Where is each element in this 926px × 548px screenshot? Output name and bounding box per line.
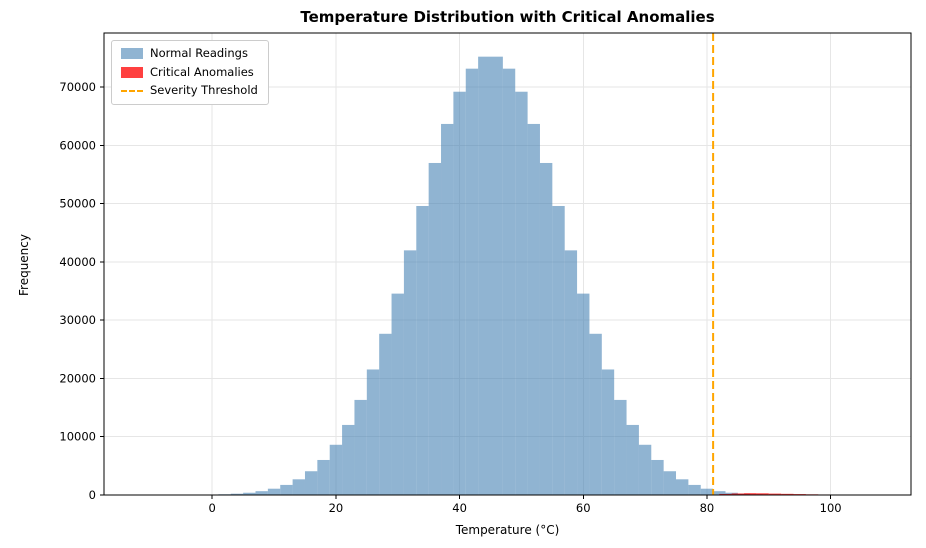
x-tick-label: 0 xyxy=(209,501,216,515)
x-tick-label: 60 xyxy=(576,501,591,515)
histogram-bar-normal xyxy=(255,491,268,495)
histogram-bar-normal xyxy=(304,471,318,495)
histogram-bar-normal xyxy=(329,444,343,495)
legend-item-normal-readings: Normal Readings xyxy=(121,46,258,60)
x-tick-label: 100 xyxy=(820,501,842,515)
histogram-bar-critical xyxy=(756,493,769,495)
histogram-bar-normal xyxy=(403,250,417,495)
histogram-bar-normal xyxy=(379,333,392,495)
y-tick-label: 10000 xyxy=(59,430,96,444)
histogram-bar-critical xyxy=(731,493,745,495)
x-tick-label: 40 xyxy=(452,501,467,515)
legend-item-critical-anomalies: Critical Anomalies xyxy=(121,64,258,79)
histogram-bar-normal xyxy=(626,424,639,495)
histogram-bar-normal xyxy=(502,68,516,496)
critical-anomalies-swatch xyxy=(121,66,143,78)
histogram-bar-normal xyxy=(601,369,615,495)
histogram-bar-normal xyxy=(416,205,429,496)
histogram-bar-normal xyxy=(663,471,677,495)
histogram-bar-normal xyxy=(230,493,244,495)
y-tick-label: 40000 xyxy=(59,255,96,269)
histogram-bar-normal xyxy=(366,369,380,495)
histogram-bar-normal xyxy=(267,488,281,495)
y-tick-label: 0 xyxy=(89,488,96,502)
histogram-bar-normal xyxy=(317,459,330,495)
histogram-bar-critical xyxy=(781,493,794,495)
histogram-bar-normal xyxy=(700,488,714,495)
histogram-bar-normal xyxy=(552,205,565,496)
y-tick-label: 60000 xyxy=(59,138,96,152)
chart-title: Temperature Distribution with Critical A… xyxy=(300,8,715,26)
histogram-bar-normal xyxy=(539,162,553,496)
y-tick-label: 70000 xyxy=(59,80,96,94)
x-tick-label: 20 xyxy=(329,501,344,515)
legend: Normal Readings Critical Anomalies Sever… xyxy=(111,40,269,105)
histogram-bar-normal xyxy=(280,484,293,495)
histogram-bar-normal xyxy=(354,399,367,495)
histogram-bar-normal xyxy=(577,293,590,495)
legend-label-critical-anomalies: Critical Anomalies xyxy=(150,64,254,79)
severity-threshold-line-swatch xyxy=(121,89,143,92)
y-tick-label: 50000 xyxy=(59,197,96,211)
histogram-bar-normal xyxy=(441,123,454,495)
histogram-bar-normal xyxy=(391,293,404,495)
histogram-bar-normal xyxy=(676,479,689,495)
histogram-bar-normal xyxy=(292,479,305,495)
legend-label-severity-threshold: Severity Threshold xyxy=(150,83,258,97)
histogram-bar-normal xyxy=(589,333,602,495)
histogram-bar-normal xyxy=(342,424,355,495)
histogram-bar-normal xyxy=(453,91,466,495)
y-tick-label: 20000 xyxy=(59,371,96,385)
axes-box xyxy=(103,32,912,496)
histogram-bar-normal xyxy=(490,56,503,495)
histogram-bar-normal xyxy=(713,491,726,495)
histogram-bar-normal xyxy=(243,492,256,495)
normal-readings-swatch xyxy=(121,48,143,60)
histogram-bar-critical xyxy=(744,493,757,495)
histogram-bar-normal xyxy=(614,399,627,495)
y-tick-label: 30000 xyxy=(59,313,96,327)
histogram-bar-normal xyxy=(564,250,578,495)
y-axis-label: Frequency xyxy=(17,234,31,296)
histogram-bar-critical xyxy=(719,493,732,495)
x-tick-label: 80 xyxy=(700,501,715,515)
histogram-bar-normal xyxy=(478,56,491,495)
histogram-bar-critical xyxy=(768,493,782,495)
histogram-bar-normal xyxy=(638,444,652,495)
histogram-bar-normal xyxy=(465,68,479,496)
legend-item-severity-threshold: Severity Threshold xyxy=(121,83,258,97)
x-axis-label: Temperature (°C) xyxy=(455,523,560,537)
histogram-bar-normal xyxy=(688,484,701,495)
histogram-bar-normal xyxy=(428,162,442,496)
legend-label-normal-readings: Normal Readings xyxy=(150,46,248,60)
histogram-bar-normal xyxy=(515,91,528,495)
histogram-bar-normal xyxy=(527,123,540,495)
histogram-bar-normal xyxy=(651,459,664,495)
